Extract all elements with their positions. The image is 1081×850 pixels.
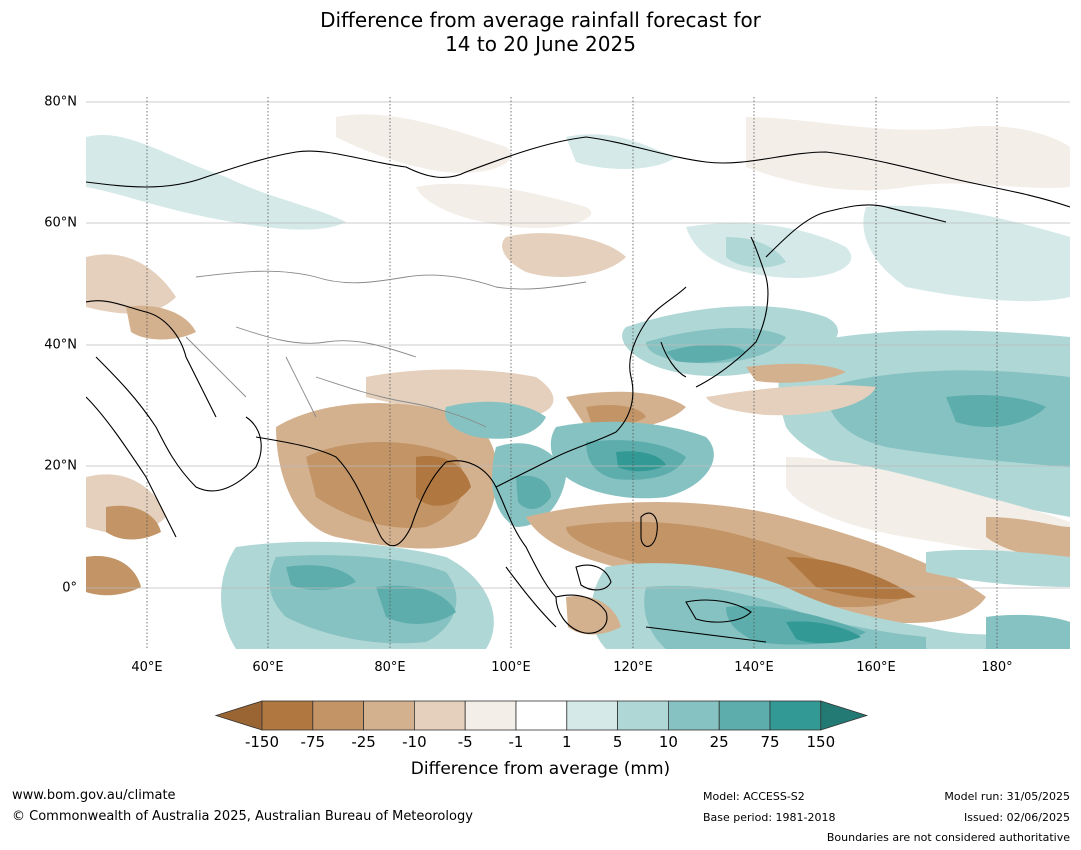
colorbar-segment bbox=[363, 700, 415, 731]
lon-label-100e: 100°E bbox=[491, 660, 531, 675]
colorbar-segment bbox=[312, 700, 364, 731]
map-meridians bbox=[146, 97, 998, 649]
colorbar-tick-label: -1 bbox=[508, 733, 524, 751]
lat-label-40n: 40°N bbox=[44, 337, 77, 353]
lon-label-60e: 60°E bbox=[252, 660, 284, 675]
colorbar-segments bbox=[214, 700, 869, 731]
footer-disclaimer: Boundaries are not considered authoritat… bbox=[826, 831, 1070, 844]
colorbar-segment bbox=[617, 700, 669, 731]
colorbar-segment bbox=[261, 700, 314, 731]
lat-label-20n: 20°N bbox=[44, 458, 77, 474]
lon-label-120e: 120°E bbox=[613, 660, 653, 675]
footer-issued: Issued: 02/06/2025 bbox=[963, 811, 1070, 824]
colorbar-tick-label: 1 bbox=[562, 733, 572, 751]
footer-base-period: Base period: 1981-2018 bbox=[703, 811, 836, 824]
footer-model-run: Model run: 31/05/2025 bbox=[944, 790, 1070, 803]
colorbar-tick-label: 5 bbox=[612, 733, 623, 751]
lon-label-80e: 80°E bbox=[374, 660, 406, 675]
colorbar-tick-label: -10 bbox=[402, 733, 427, 751]
colorbar-label: Difference from average (mm) bbox=[410, 759, 671, 779]
rainfall-map bbox=[86, 97, 1070, 649]
colorbar-segment bbox=[718, 700, 771, 731]
footer-model: Model: ACCESS-S2 bbox=[703, 790, 805, 803]
title-line-2: 14 to 20 June 2025 bbox=[445, 32, 636, 56]
colorbar-tick-label: 25 bbox=[709, 733, 729, 751]
lat-label-80n: 80°N bbox=[44, 94, 77, 110]
colorbar-segment bbox=[566, 700, 618, 731]
footer-copyright: © Commonwealth of Australia 2025, Austra… bbox=[12, 809, 473, 824]
lon-label-160e: 160°E bbox=[856, 660, 896, 675]
lon-label-40e: 40°E bbox=[131, 660, 163, 675]
colorbar-tick-label: 75 bbox=[760, 733, 780, 751]
colorbar-extend-high bbox=[820, 700, 869, 731]
footer-website: www.bom.gov.au/climate bbox=[12, 788, 176, 803]
colorbar-tick-label: -75 bbox=[300, 733, 326, 751]
colorbar-segment bbox=[769, 700, 822, 731]
lon-label-180: 180° bbox=[981, 660, 1013, 675]
anomaly-field bbox=[86, 114, 1070, 649]
colorbar-tick-label: -25 bbox=[351, 733, 376, 751]
title-line-1: Difference from average rainfall forecas… bbox=[320, 8, 761, 32]
colorbar-segment bbox=[413, 700, 466, 731]
colorbar-tick-label: -150 bbox=[244, 733, 280, 751]
colorbar-tick-label: 10 bbox=[658, 733, 678, 751]
colorbar-extend-low bbox=[214, 700, 263, 731]
coastlines bbox=[86, 136, 1070, 643]
map-gridlines bbox=[86, 101, 1070, 589]
colorbar-segment bbox=[668, 700, 720, 731]
country-borders bbox=[185, 270, 587, 428]
map-title: Difference from average rainfall forecas… bbox=[0, 8, 1081, 56]
colorbar-tick-label: 150 bbox=[806, 733, 836, 751]
colorbar-tick-label: -5 bbox=[457, 733, 473, 751]
colorbar-segment bbox=[464, 700, 517, 731]
lat-label-60n: 60°N bbox=[44, 215, 77, 231]
lon-label-140e: 140°E bbox=[734, 660, 774, 675]
colorbar-segment bbox=[515, 700, 568, 731]
map-canvas bbox=[86, 97, 1070, 649]
lat-label-0: 0° bbox=[62, 580, 77, 596]
